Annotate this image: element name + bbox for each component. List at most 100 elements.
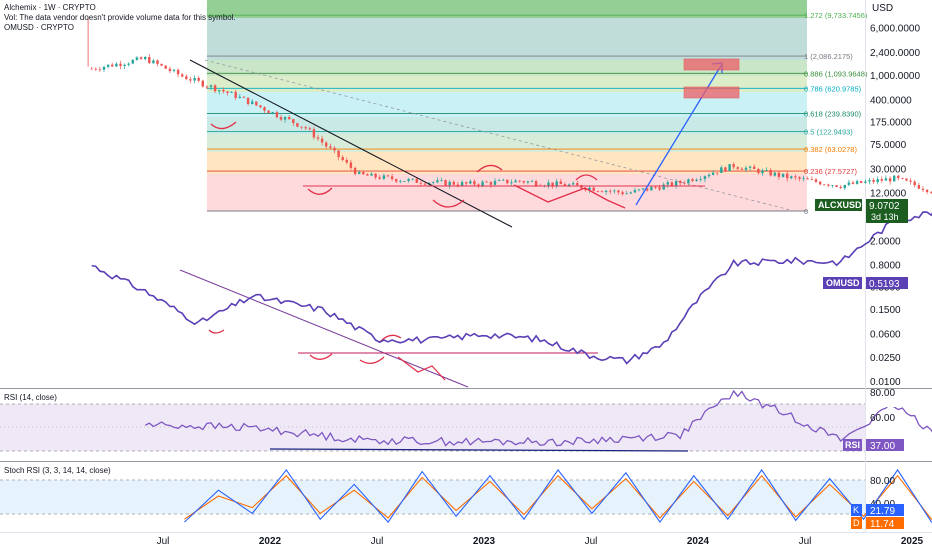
candle-body: [711, 172, 715, 175]
candle-body: [835, 185, 838, 187]
candle-body: [349, 162, 353, 168]
candle-body: [366, 174, 369, 176]
candle-body: [909, 180, 912, 182]
candle-body: [748, 166, 752, 168]
fib-label: 1.272 (9,733.7456): [804, 11, 868, 20]
candle-body: [720, 167, 723, 173]
candle-body: [144, 57, 147, 60]
candle-body: [514, 180, 517, 183]
candle-body: [707, 174, 711, 177]
compare-symbol-label: OMUSD · CRYPTO: [4, 23, 74, 32]
fib-lines: [207, 14, 807, 212]
candle-body: [382, 175, 386, 179]
candle-body: [485, 181, 488, 183]
candle-body: [436, 180, 439, 183]
price-tick: 30.0000: [870, 164, 907, 175]
svg-text:D: D: [853, 518, 860, 528]
candle-body: [98, 69, 102, 71]
candle-body: [695, 179, 698, 181]
candle-body: [930, 192, 932, 193]
price-axis-unit: USD: [872, 3, 893, 14]
candle-body: [333, 147, 336, 151]
candle-body: [736, 167, 739, 169]
candle-body: [613, 190, 616, 192]
candle-body: [156, 60, 159, 64]
candle-body: [390, 176, 394, 180]
candle-body: [884, 178, 888, 181]
stoch-badges: K 21.79 D 11.74: [851, 504, 904, 530]
candle-body: [724, 167, 727, 172]
svg-text:21.79: 21.79: [870, 506, 895, 517]
price-tick: 400.0000: [870, 96, 912, 107]
candle-body: [489, 182, 493, 185]
candle-body: [757, 169, 760, 174]
svg-text:K: K: [853, 505, 859, 515]
time-axis[interactable]: Jul2022Jul2023Jul2024Jul2025Jul2026Jul20…: [157, 536, 932, 547]
candle-body: [876, 179, 879, 182]
candle-body: [633, 190, 637, 193]
fib-label: 0.618 (239.8390): [804, 110, 862, 119]
candle-body: [744, 167, 748, 170]
candle-body: [818, 181, 822, 185]
candle-body: [646, 188, 649, 191]
candle-body: [185, 76, 188, 80]
candle-body: [831, 185, 834, 186]
svg-text:37.00: 37.00: [870, 441, 895, 452]
price-tick: 175.0000: [870, 118, 912, 129]
candle-body: [843, 185, 846, 189]
candle-body: [131, 59, 134, 64]
time-tick: 2022: [259, 536, 282, 547]
candle-body: [193, 78, 196, 81]
candle-body: [847, 182, 851, 185]
candle-body: [518, 180, 521, 182]
rsi-badge: RSI 37.00: [843, 439, 904, 452]
candle-body: [510, 182, 513, 184]
candle-body: [234, 91, 237, 98]
candle-body: [452, 181, 455, 185]
candle-body: [699, 179, 702, 180]
candle-body: [353, 167, 357, 174]
candle-body: [139, 57, 143, 59]
candle-body: [851, 182, 855, 184]
candle-body: [823, 184, 826, 186]
candle-body: [251, 101, 254, 104]
candle-body: [522, 181, 525, 183]
candle-body: [740, 168, 744, 170]
candle-body: [386, 175, 390, 177]
candle-body: [374, 173, 377, 178]
candle-body: [777, 172, 781, 177]
candle-body: [703, 176, 707, 180]
candle-body: [292, 119, 295, 124]
candle-body: [255, 101, 258, 106]
candle-body: [469, 181, 472, 184]
candle-body: [205, 86, 209, 88]
candle-body: [786, 173, 789, 179]
candle-body: [176, 69, 180, 75]
candle-body: [790, 176, 793, 179]
fib-label: 1 (2,086.2175): [804, 52, 853, 61]
candle-body: [893, 175, 896, 182]
candle-body: [794, 176, 797, 178]
candle-body: [119, 63, 122, 66]
candle-body: [197, 78, 200, 81]
candle-body: [411, 178, 414, 180]
candle-body: [559, 181, 562, 185]
candle-body: [913, 181, 916, 186]
candle-body: [168, 68, 172, 71]
candle-body: [481, 181, 484, 186]
candle-body: [604, 190, 608, 193]
chart-title: Alchemix · 1W · CRYPTO: [4, 3, 96, 12]
candle-body: [716, 172, 719, 174]
candle-body: [679, 181, 682, 183]
alcx-dashed-trend-line: [204, 59, 791, 211]
fib-bands: [207, 0, 807, 211]
candle-body: [106, 64, 110, 67]
candle-body: [423, 183, 427, 185]
candle-body: [662, 184, 665, 190]
candle-body: [448, 181, 451, 186]
omusd-line: [91, 211, 932, 365]
candle-body: [880, 179, 883, 181]
candle-body: [905, 178, 908, 181]
price-tick: 12.0000: [870, 189, 907, 200]
candle-body: [506, 179, 509, 184]
